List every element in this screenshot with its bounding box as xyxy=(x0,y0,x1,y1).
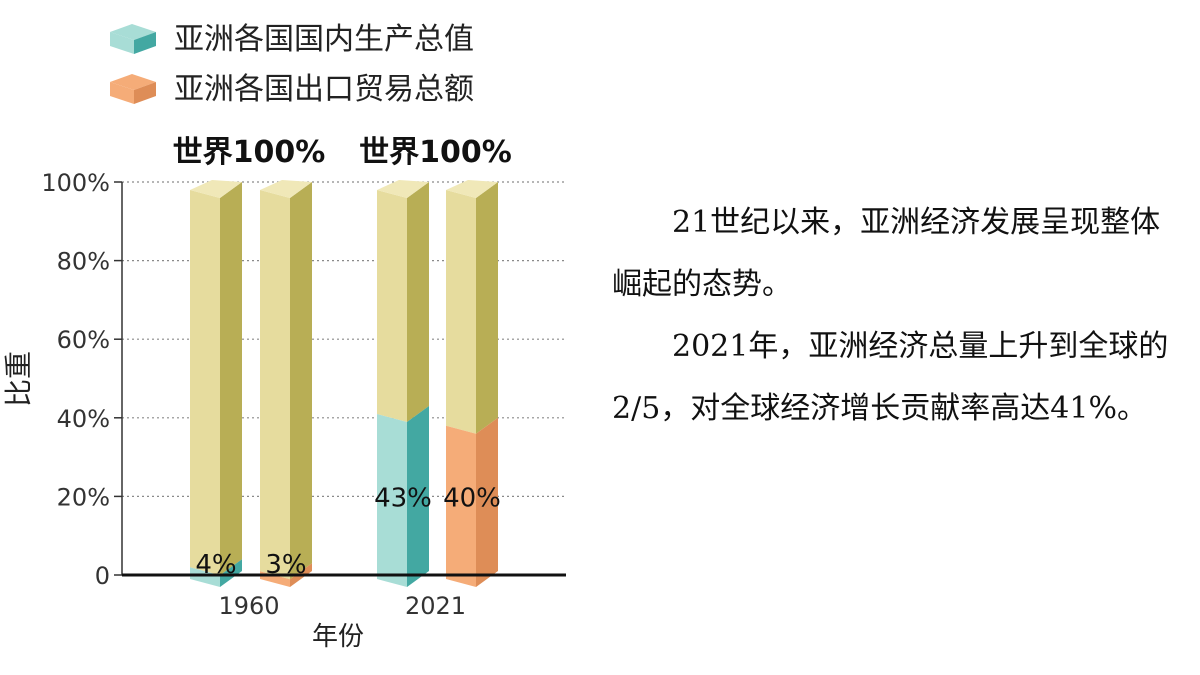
bar-total-top xyxy=(190,180,242,198)
body-text: 21世纪以来，亚洲经济发展呈现整体崛起的态势。 2021年，亚洲经济总量上升到全… xyxy=(612,192,1172,440)
bar-value-front xyxy=(446,425,476,587)
bar-total-top xyxy=(377,180,429,198)
legend-swatch-front xyxy=(110,82,134,104)
legend-swatch-top xyxy=(110,74,156,90)
bar-total-side xyxy=(407,182,429,423)
bar-value-front xyxy=(190,567,220,587)
legend-swatch-side xyxy=(134,82,156,104)
bar-value-front xyxy=(377,414,407,587)
bar-total-front xyxy=(190,190,220,576)
bar-value-side xyxy=(220,559,242,587)
bar-total-top xyxy=(260,180,312,198)
bar-value-side xyxy=(476,417,498,587)
total-label: 世界100% xyxy=(173,135,326,170)
y-tick-label: 20% xyxy=(57,483,110,511)
data-label: 40% xyxy=(443,483,501,513)
paragraph-2: 2021年，亚洲经济总量上升到全球的2/5，对全球经济增长贡献率高达41%。 xyxy=(612,329,1169,426)
legend-label-1: 亚洲各国国内生产总值 xyxy=(174,22,474,57)
bar-total-side xyxy=(290,182,312,580)
legend-label-2: 亚洲各国出口贸易总额 xyxy=(174,72,474,107)
bar-value-side xyxy=(407,406,429,587)
bar-total-side xyxy=(220,182,242,576)
bar-total-front xyxy=(377,190,407,423)
legend-swatch-side xyxy=(134,32,156,54)
y-tick-label: 60% xyxy=(57,326,110,354)
x-axis-title: 年份 xyxy=(312,622,364,652)
y-tick-label: 40% xyxy=(57,405,110,433)
x-tick-label: 1960 xyxy=(218,592,279,620)
paragraph-1: 21世纪以来，亚洲经济发展呈现整体崛起的态势。 xyxy=(612,205,1161,302)
y-tick-label: 80% xyxy=(57,248,110,276)
bar-total-front xyxy=(446,190,476,434)
bar-total-side xyxy=(476,182,498,434)
y-tick-label: 100% xyxy=(41,169,110,197)
y-axis-title: 比重 xyxy=(2,351,35,407)
bar-total-top xyxy=(446,180,498,198)
x-tick-label: 2021 xyxy=(405,592,466,620)
total-label: 世界100% xyxy=(359,135,512,170)
legend-swatch-front xyxy=(110,32,134,54)
data-label: 43% xyxy=(374,483,432,513)
y-tick-label: 0 xyxy=(95,562,110,590)
bar-total-front xyxy=(260,190,290,580)
legend-swatch-top xyxy=(110,24,156,40)
